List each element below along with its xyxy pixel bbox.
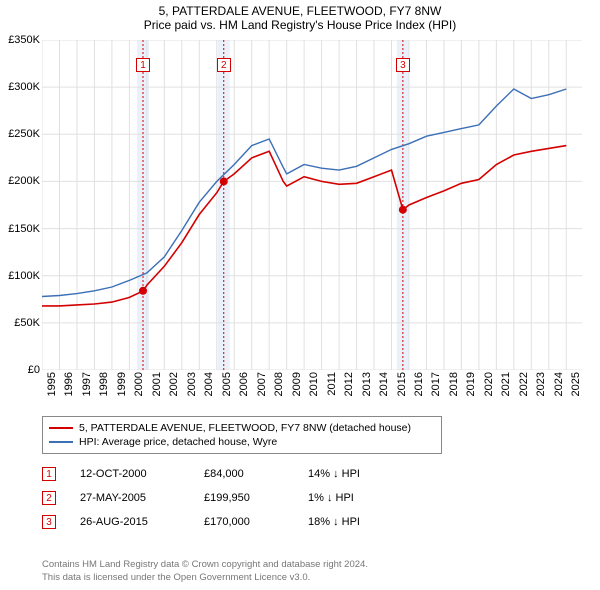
y-tick-label: £200K xyxy=(2,175,40,187)
x-tick-label: 2023 xyxy=(535,372,547,396)
title-block: 5, PATTERDALE AVENUE, FLEETWOOD, FY7 8NW… xyxy=(0,0,600,32)
event-row: 1 12-OCT-2000 £84,000 14% ↓ HPI xyxy=(42,462,542,486)
footer-line2: This data is licensed under the Open Gov… xyxy=(42,572,368,584)
x-tick-label: 1998 xyxy=(98,372,110,396)
y-tick-label: £50K xyxy=(2,317,40,329)
legend-label-subject: 5, PATTERDALE AVENUE, FLEETWOOD, FY7 8NW… xyxy=(79,421,411,435)
chart-marker-1: 1 xyxy=(136,58,150,72)
chart-marker-3: 3 xyxy=(396,58,410,72)
x-tick-label: 2016 xyxy=(413,372,425,396)
legend-swatch-hpi xyxy=(49,441,73,443)
x-tick-label: 1997 xyxy=(81,372,93,396)
x-tick-label: 2004 xyxy=(203,372,215,396)
y-tick-label: £0 xyxy=(2,364,40,376)
x-axis-labels: 1995 1996 1997 1998 1999 2000 2001 2002 2003 2004… xyxy=(42,372,582,412)
legend-row-subject: 5, PATTERDALE AVENUE, FLEETWOOD, FY7 8NW… xyxy=(49,421,435,435)
x-tick-label: 2002 xyxy=(168,372,180,396)
x-tick-label: 2014 xyxy=(378,372,390,396)
x-tick-label: 2000 xyxy=(133,372,145,396)
event-delta: 18% ↓ HPI xyxy=(308,516,428,528)
legend-label-hpi: HPI: Average price, detached house, Wyre xyxy=(79,435,277,449)
x-tick-label: 2003 xyxy=(186,372,198,396)
x-tick-label: 1999 xyxy=(116,372,128,396)
event-marker-3: 3 xyxy=(42,515,56,529)
event-row: 3 26-AUG-2015 £170,000 18% ↓ HPI xyxy=(42,510,542,534)
y-tick-label: £150K xyxy=(2,223,40,235)
x-tick-label: 2024 xyxy=(553,372,565,396)
title-subtitle: Price paid vs. HM Land Registry's House … xyxy=(0,18,600,32)
x-tick-label: 2010 xyxy=(308,372,320,396)
event-marker-1: 1 xyxy=(42,467,56,481)
chart-svg xyxy=(42,40,582,370)
event-price: £199,950 xyxy=(204,492,284,504)
x-tick-label: 1995 xyxy=(46,372,58,396)
y-tick-label: £300K xyxy=(2,81,40,93)
event-price: £170,000 xyxy=(204,516,284,528)
x-tick-label: 2015 xyxy=(396,372,408,396)
x-tick-label: 2025 xyxy=(570,372,582,396)
legend-swatch-subject xyxy=(49,427,73,429)
event-delta: 14% ↓ HPI xyxy=(308,468,428,480)
x-tick-label: 2008 xyxy=(273,372,285,396)
x-tick-label: 2007 xyxy=(256,372,268,396)
x-tick-label: 2005 xyxy=(221,372,233,396)
x-tick-label: 2021 xyxy=(500,372,512,396)
x-tick-label: 2020 xyxy=(483,372,495,396)
x-tick-label: 2001 xyxy=(151,372,163,396)
chart-marker-2: 2 xyxy=(217,58,231,72)
x-tick-label: 2006 xyxy=(238,372,250,396)
footer-line1: Contains HM Land Registry data © Crown c… xyxy=(42,559,368,571)
event-row: 2 27-MAY-2005 £199,950 1% ↓ HPI xyxy=(42,486,542,510)
x-tick-label: 2017 xyxy=(430,372,442,396)
event-date: 27-MAY-2005 xyxy=(80,492,180,504)
x-tick-label: 2011 xyxy=(326,372,338,396)
event-date: 26-AUG-2015 xyxy=(80,516,180,528)
legend-row-hpi: HPI: Average price, detached house, Wyre xyxy=(49,435,435,449)
legend-box: 5, PATTERDALE AVENUE, FLEETWOOD, FY7 8NW… xyxy=(42,416,442,454)
event-date: 12-OCT-2000 xyxy=(80,468,180,480)
x-tick-label: 2012 xyxy=(343,372,355,396)
event-marker-2: 2 xyxy=(42,491,56,505)
y-tick-label: £250K xyxy=(2,128,40,140)
chart-area: £0£50K£100K£150K£200K£250K£300K£350K123 xyxy=(42,40,582,370)
title-address: 5, PATTERDALE AVENUE, FLEETWOOD, FY7 8NW xyxy=(0,4,600,18)
y-tick-label: £350K xyxy=(2,34,40,46)
x-tick-label: 2018 xyxy=(448,372,460,396)
event-price: £84,000 xyxy=(204,468,284,480)
x-tick-label: 2013 xyxy=(361,372,373,396)
event-delta: 1% ↓ HPI xyxy=(308,492,428,504)
footer-attribution: Contains HM Land Registry data © Crown c… xyxy=(42,559,368,584)
x-tick-label: 2009 xyxy=(291,372,303,396)
x-tick-label: 2019 xyxy=(465,372,477,396)
events-table: 1 12-OCT-2000 £84,000 14% ↓ HPI 2 27-MAY… xyxy=(42,462,542,534)
x-tick-label: 1996 xyxy=(63,372,75,396)
x-tick-label: 2022 xyxy=(518,372,530,396)
y-tick-label: £100K xyxy=(2,270,40,282)
